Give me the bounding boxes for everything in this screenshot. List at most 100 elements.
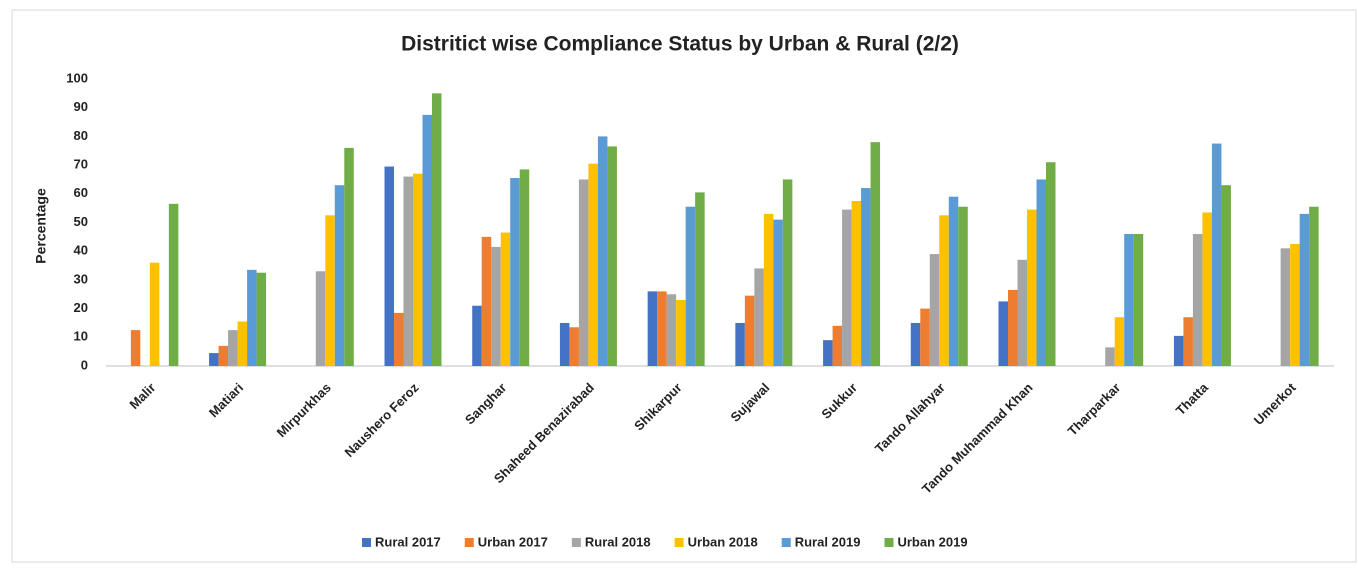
bar (500, 232, 511, 366)
bar (1202, 212, 1212, 366)
bar (958, 206, 968, 366)
bar (394, 312, 404, 366)
y-tick-label: 30 (74, 271, 88, 286)
bar (413, 173, 423, 366)
bar (168, 203, 179, 366)
bar (578, 179, 589, 366)
legend-swatch (781, 538, 791, 547)
bar (588, 163, 598, 366)
chart-frame (11, 9, 1357, 563)
bar (256, 272, 267, 366)
bar (384, 166, 394, 366)
bar (519, 169, 530, 366)
bar (510, 178, 520, 366)
bar (1173, 335, 1184, 366)
legend-label: Rural 2019 (795, 534, 861, 549)
bar (597, 136, 608, 366)
bar (1124, 233, 1134, 366)
legend-swatch (362, 538, 371, 547)
y-tick-label: 0 (81, 357, 88, 372)
bar (842, 209, 852, 366)
legend-swatch (464, 538, 474, 547)
bar (744, 295, 755, 366)
bar (823, 340, 833, 366)
bar (685, 206, 696, 366)
bar (929, 254, 940, 366)
bar (325, 215, 335, 366)
bar (569, 327, 579, 366)
bar (666, 294, 677, 366)
y-tick-label: 40 (74, 243, 88, 258)
bar (218, 345, 229, 366)
bar (1133, 233, 1144, 366)
bar (832, 325, 843, 366)
bar (754, 268, 764, 366)
bar (657, 291, 667, 366)
bar (676, 299, 686, 366)
bar (1027, 209, 1037, 366)
legend-label: Urban 2018 (688, 534, 758, 549)
bar (607, 146, 617, 366)
legend-label: Urban 2019 (897, 534, 967, 549)
bar (1299, 213, 1310, 366)
y-tick-label: 80 (74, 128, 88, 143)
bar (403, 176, 413, 366)
y-tick-label: 10 (74, 329, 88, 344)
bar (1290, 244, 1300, 366)
bar (237, 321, 248, 366)
bar (432, 93, 442, 366)
legend-label: Urban 2017 (478, 534, 548, 549)
legend-label: Rural 2018 (585, 534, 651, 549)
bar (315, 271, 326, 366)
legend-label: Rural 2017 (375, 534, 441, 549)
bar (851, 200, 862, 366)
bar (1008, 289, 1018, 366)
bar (870, 142, 881, 366)
bar (910, 322, 921, 366)
legend: Rural 2017 Urban 2017 Rural 2018 Urban 2018… (362, 534, 968, 549)
bar (782, 179, 793, 366)
chart-title: Distritict wise Compliance Status by Urb… (401, 33, 959, 56)
bar (472, 305, 482, 366)
bar (247, 269, 257, 366)
bar (735, 322, 745, 366)
bar (1017, 259, 1027, 366)
y-tick-label: 50 (74, 214, 88, 229)
bar (559, 322, 570, 366)
bar (1046, 162, 1056, 366)
bar (861, 188, 871, 366)
bar (1114, 317, 1125, 366)
bar (1211, 143, 1222, 366)
bar (647, 291, 658, 366)
bar (491, 246, 501, 366)
bar (773, 219, 783, 366)
y-tick-label: 60 (74, 185, 88, 200)
y-tick-label: 20 (74, 300, 88, 315)
y-axis-label: Percentage (33, 188, 49, 264)
legend-swatch (571, 538, 581, 547)
bar (209, 353, 219, 366)
bar (1309, 206, 1319, 366)
bar (422, 114, 432, 366)
bar (998, 301, 1008, 366)
bar (334, 185, 345, 366)
bar (481, 236, 492, 366)
bar (920, 308, 930, 366)
bar (1221, 185, 1231, 366)
bar (1105, 347, 1115, 366)
bar (1183, 317, 1193, 366)
legend-swatch (884, 538, 894, 547)
bar (344, 147, 354, 366)
bar (130, 330, 141, 366)
bar (763, 213, 774, 366)
bar (939, 215, 949, 366)
y-tick-label: 100 (66, 70, 88, 85)
bar (149, 262, 160, 366)
bar (1036, 179, 1046, 366)
y-tick-label: 70 (74, 157, 88, 172)
bar (228, 330, 238, 366)
bar (1192, 233, 1203, 366)
bar (948, 196, 959, 366)
legend-swatch (674, 538, 684, 547)
